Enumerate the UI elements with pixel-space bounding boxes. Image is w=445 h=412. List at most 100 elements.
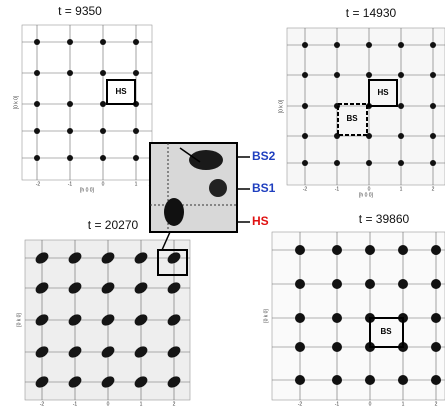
diffraction-spot [68, 282, 82, 294]
diffraction-spot [100, 101, 106, 107]
diffraction-spot [332, 375, 342, 385]
x-tick-label: -2 [36, 181, 41, 187]
y-axis-label: [0 k 0] [278, 99, 284, 113]
diffraction-spot [302, 133, 308, 139]
diffraction-spot [34, 128, 40, 134]
diffraction-spot [398, 375, 408, 385]
x-tick-label: 2 [432, 186, 435, 192]
diffraction-spot [430, 42, 436, 48]
box-label: HS [115, 87, 127, 96]
diffraction-spot [167, 346, 181, 358]
panel-title: t = 9350 [58, 4, 102, 18]
diffraction-spot [366, 72, 372, 78]
diffraction-spot [35, 376, 49, 388]
diffraction-spot [332, 245, 342, 255]
y-axis-label: [0 k 0] [13, 95, 19, 109]
diffraction-spot [334, 42, 340, 48]
diffraction-spot [334, 133, 340, 139]
panel-title: t = 14930 [346, 6, 397, 20]
diffraction-spot [134, 346, 148, 358]
diffraction-spot [100, 155, 106, 161]
diffraction-spot [34, 101, 40, 107]
y-axis-label: [0 k 0] [16, 313, 22, 327]
diffraction-spot [101, 376, 115, 388]
diffraction-spot [398, 245, 408, 255]
diffraction-spot [167, 314, 181, 326]
bs2-spot [189, 150, 223, 170]
panels: -2 -1 0 1 2 [h 0 0] [0 k 0] -2 -1 0 1 2 [h 0 0] [0 k … [13, 24, 445, 412]
diffraction-spot [365, 279, 375, 289]
zoom-box [157, 249, 188, 276]
diffraction-spot [430, 133, 436, 139]
hs-spot [164, 198, 184, 226]
diffraction-spot [167, 282, 181, 294]
diffraction-spot [34, 39, 40, 45]
x-tick-label: -1 [73, 401, 78, 407]
diffraction-spot [133, 155, 139, 161]
diffraction-spot [35, 252, 49, 264]
panel-frame [21, 24, 153, 181]
x-tick-label: 1 [140, 401, 143, 407]
x-tick-label: -1 [335, 186, 340, 192]
diffraction-spot [366, 160, 372, 166]
diffraction-spot [398, 103, 404, 109]
x-tick-label: 1 [135, 181, 138, 187]
inset-arrow [179, 147, 201, 163]
diffraction-spot [302, 160, 308, 166]
diffraction-spot [431, 342, 441, 352]
diffraction-spot [398, 42, 404, 48]
bs-box [369, 317, 404, 348]
diffraction-spot [398, 72, 404, 78]
inset-label: HS [252, 214, 269, 228]
x-tick-label: 0 [102, 181, 105, 187]
x-tick-label: -2 [298, 401, 303, 407]
diffraction-spot [101, 252, 115, 264]
diffraction-spot [35, 282, 49, 294]
diffraction-spot [332, 313, 342, 323]
diffraction-spot [68, 252, 82, 264]
diffraction-spot [67, 155, 73, 161]
diffraction-spot [332, 279, 342, 289]
diffraction-spot [35, 346, 49, 358]
diffraction-spot [134, 376, 148, 388]
diffraction-spot [68, 346, 82, 358]
diffraction-spot [100, 128, 106, 134]
diffraction-spot [295, 279, 305, 289]
x-tick-label: 2 [173, 401, 176, 407]
inset-label: BS1 [252, 181, 276, 195]
bs1-spot [209, 179, 227, 197]
diffraction-spot [431, 279, 441, 289]
diffraction-spot [334, 160, 340, 166]
diffraction-spot [167, 252, 181, 264]
diffraction-spot [430, 72, 436, 78]
inset-label: BS2 [252, 149, 276, 163]
diffraction-spot [431, 313, 441, 323]
diffraction-spot [134, 252, 148, 264]
diffraction-spot [366, 42, 372, 48]
diffraction-spot [101, 282, 115, 294]
diffraction-spot [334, 72, 340, 78]
diffraction-spot [134, 314, 148, 326]
diffraction-spot [430, 160, 436, 166]
diffraction-spot [68, 376, 82, 388]
diffraction-spot [295, 245, 305, 255]
y-axis-label: [0 k 0] [263, 309, 269, 323]
diffraction-spot [398, 279, 408, 289]
diffraction-spot [365, 245, 375, 255]
diffraction-spot [100, 39, 106, 45]
hs-box [106, 79, 136, 105]
panel-title: t = 39860 [359, 212, 410, 226]
x-tick-label: -2 [303, 186, 308, 192]
x-tick-label: 1 [400, 186, 403, 192]
diffraction-spot [67, 128, 73, 134]
x-tick-label: 1 [402, 401, 405, 407]
diffraction-spot [295, 313, 305, 323]
hs-box [368, 79, 398, 107]
diffraction-spot [295, 342, 305, 352]
diffraction-spot [67, 70, 73, 76]
x-tick-label: 0 [369, 401, 372, 407]
diffraction-spot [366, 133, 372, 139]
diffraction-spot [431, 245, 441, 255]
x-tick-label: -1 [335, 401, 340, 407]
